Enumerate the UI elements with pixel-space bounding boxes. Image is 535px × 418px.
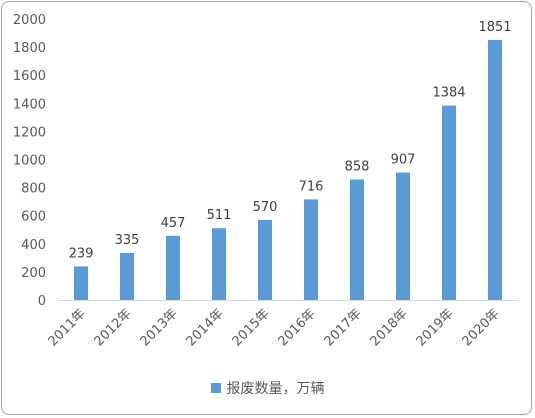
y-tick-label: 0 (38, 294, 46, 309)
y-tick-label: 800 (21, 182, 46, 197)
data-label: 907 (391, 153, 416, 168)
x-tick-label: 2018年 (368, 306, 411, 349)
bar (488, 39, 502, 300)
y-axis: 0 200 400 600 800 1000 1200 1400 1600 1800 2000 (13, 13, 46, 309)
bar (396, 172, 410, 300)
data-label: 239 (69, 246, 94, 261)
bar (258, 219, 272, 300)
y-tick-label: 2000 (13, 13, 46, 28)
bar (350, 179, 364, 300)
legend-swatch (210, 383, 221, 393)
data-label: 716 (299, 179, 324, 194)
data-label: 1384 (432, 86, 465, 101)
y-tick-label: 600 (21, 210, 46, 225)
y-tick-label: 1400 (13, 97, 46, 112)
x-axis: 2011年 2012年 2013年 2014年 2015年 2016年 2017年 2018年… (46, 300, 518, 349)
y-tick-label: 1000 (13, 154, 46, 169)
y-tick-label: 200 (21, 266, 46, 281)
x-tick-label: 2015年 (230, 306, 273, 349)
y-tick-label: 1200 (13, 125, 46, 140)
x-tick-label: 2016年 (276, 306, 319, 349)
data-label: 335 (115, 233, 140, 248)
bar (212, 228, 226, 300)
data-label: 570 (253, 200, 278, 215)
y-tick-label: 400 (21, 238, 46, 253)
legend-label: 报废数量，万辆 (226, 381, 325, 397)
x-tick-label: 2014年 (184, 306, 227, 349)
data-label: 511 (207, 208, 232, 223)
bar (166, 235, 180, 300)
legend: 报废数量，万辆 (0, 378, 535, 398)
x-tick-label: 2020年 (460, 306, 503, 349)
x-tick-label: 2017年 (322, 306, 365, 349)
bar (442, 105, 456, 300)
x-tick-label: 2011年 (46, 306, 89, 349)
bars: 239 335 457 511 570 716 858 907 1384 1851 (69, 20, 512, 300)
data-label: 1851 (478, 20, 511, 35)
bar (120, 252, 134, 300)
x-tick-label: 2013年 (138, 306, 181, 349)
y-tick-label: 1800 (13, 41, 46, 56)
bar (74, 266, 88, 300)
bar (304, 199, 318, 300)
x-tick-label: 2019年 (414, 306, 457, 349)
x-tick-label: 2012年 (92, 306, 135, 349)
y-tick-label: 1600 (13, 69, 46, 84)
data-label: 858 (345, 159, 370, 174)
data-label: 457 (161, 216, 186, 231)
